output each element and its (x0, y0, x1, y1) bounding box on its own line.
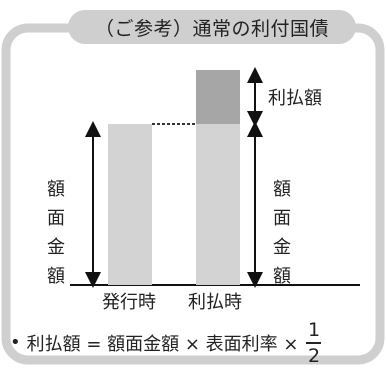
issue-time-label: 発行時 (102, 292, 156, 313)
payment-interest-bar (196, 70, 240, 124)
formula-fraction: 1 2 (306, 319, 322, 367)
fraction-numerator: 1 (307, 319, 321, 341)
issue-face-value-bar (108, 124, 152, 285)
formula: • 利払額 = 額面金額 × 表面利率 × 1 2 (10, 319, 322, 367)
diagram-title: （ご参考）通常の利付国債 (68, 10, 356, 44)
interest-payment-label: 利払額 (268, 88, 322, 109)
payment-face-value-bar (196, 124, 240, 285)
fraction-denominator: 2 (307, 344, 321, 367)
issue-face-value-label: 額面 金額 (47, 179, 65, 287)
payment-face-value-label: 額面 金額 (273, 179, 291, 287)
fraction-bar (306, 342, 322, 344)
formula-bullet: • (10, 332, 21, 354)
payment-time-label: 利払時 (188, 292, 242, 313)
formula-text: 利払額 = 額面金額 × 表面利率 × (26, 333, 299, 355)
